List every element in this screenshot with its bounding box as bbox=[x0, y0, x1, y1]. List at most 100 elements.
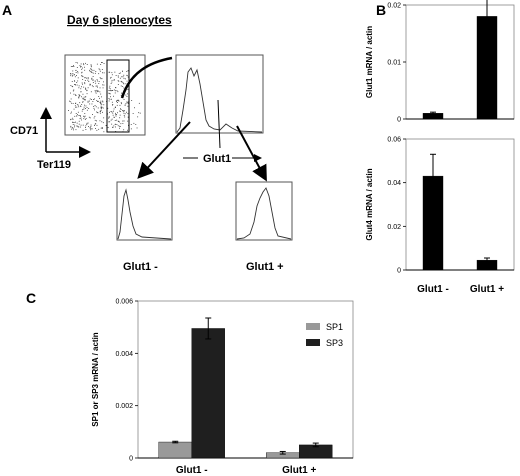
event-dot bbox=[117, 91, 119, 93]
event-dot bbox=[78, 106, 80, 108]
event-dot bbox=[80, 117, 82, 119]
glut4-chart-category-label: Glut1 - bbox=[417, 284, 449, 295]
event-dot bbox=[73, 93, 75, 95]
event-dot bbox=[94, 119, 96, 121]
event-dot bbox=[117, 102, 118, 103]
legend-label-sp1: SP1 bbox=[326, 322, 343, 332]
event-dot bbox=[111, 111, 113, 113]
event-dot bbox=[137, 116, 139, 118]
event-dot bbox=[126, 74, 128, 76]
event-dot bbox=[128, 124, 129, 126]
event-dot bbox=[70, 66, 72, 67]
event-dot bbox=[77, 71, 79, 72]
event-dot bbox=[89, 84, 91, 86]
sp-chart-tick-label: 0.006 bbox=[115, 299, 133, 306]
event-dot bbox=[84, 82, 86, 84]
event-dot bbox=[123, 77, 125, 79]
hist-divider bbox=[217, 99, 221, 149]
event-dot bbox=[96, 63, 98, 65]
event-dot bbox=[90, 64, 92, 66]
event-dot bbox=[72, 117, 74, 119]
event-dot bbox=[116, 124, 118, 125]
event-dot bbox=[70, 118, 72, 120]
event-dot bbox=[89, 69, 90, 71]
event-dot bbox=[123, 99, 125, 100]
event-dot bbox=[72, 128, 74, 129]
event-dot bbox=[94, 90, 96, 91]
event-dot bbox=[83, 106, 85, 108]
event-dot bbox=[89, 98, 91, 100]
event-dot bbox=[77, 72, 79, 74]
event-dot bbox=[90, 68, 91, 70]
event-dot bbox=[72, 74, 74, 76]
event-dot bbox=[91, 99, 92, 100]
event-dot bbox=[118, 121, 120, 123]
event-dot bbox=[115, 112, 116, 114]
event-dot bbox=[69, 100, 70, 102]
event-dot bbox=[97, 112, 98, 113]
event-dot bbox=[117, 120, 119, 122]
event-dot bbox=[74, 126, 75, 128]
sp-chart-category-label: Glut1 - bbox=[176, 465, 208, 476]
event-dot bbox=[123, 74, 125, 76]
event-dot bbox=[105, 125, 107, 126]
event-dot bbox=[100, 105, 102, 107]
event-dot bbox=[82, 83, 83, 85]
event-dot bbox=[98, 83, 100, 84]
event-dot bbox=[81, 71, 83, 73]
event-dot bbox=[124, 113, 126, 115]
event-dot bbox=[100, 127, 102, 129]
event-dot bbox=[80, 105, 81, 107]
event-dot bbox=[103, 72, 105, 74]
event-dot bbox=[102, 111, 103, 113]
event-dot bbox=[126, 111, 127, 113]
event-dot bbox=[120, 94, 122, 96]
event-dot bbox=[103, 104, 105, 106]
event-dot bbox=[125, 94, 127, 96]
event-dot bbox=[96, 124, 98, 126]
event-dot bbox=[78, 87, 80, 89]
event-dot bbox=[108, 90, 110, 91]
event-dot bbox=[115, 90, 116, 92]
event-dot bbox=[87, 78, 89, 80]
event-dot bbox=[115, 126, 116, 128]
event-dot bbox=[83, 64, 85, 66]
event-dot bbox=[115, 87, 116, 88]
sp-chart-bar-sp1-0 bbox=[158, 441, 192, 459]
event-dot bbox=[84, 69, 86, 71]
event-dot bbox=[75, 113, 77, 114]
legend-swatch-sp3 bbox=[306, 339, 320, 346]
event-dot bbox=[97, 100, 99, 102]
event-dot bbox=[124, 104, 126, 106]
event-dot bbox=[109, 90, 111, 91]
event-dot bbox=[103, 131, 105, 133]
event-dot bbox=[99, 97, 100, 99]
event-dot bbox=[111, 118, 113, 120]
event-dot bbox=[91, 128, 93, 130]
event-dot bbox=[130, 124, 132, 125]
event-dot bbox=[93, 99, 94, 100]
event-dot bbox=[86, 124, 88, 125]
event-dot bbox=[110, 90, 112, 92]
glut1-chart-tick-label: 0.02 bbox=[387, 3, 401, 10]
event-dot bbox=[99, 110, 101, 112]
event-dot bbox=[93, 117, 95, 119]
event-dot bbox=[122, 76, 124, 78]
event-dot bbox=[100, 64, 102, 65]
event-dot bbox=[116, 119, 118, 121]
event-dot bbox=[99, 111, 101, 113]
event-dot bbox=[139, 112, 141, 114]
sp-chart-tick-label: 0 bbox=[129, 456, 133, 463]
event-dot bbox=[75, 62, 77, 63]
event-dot bbox=[77, 114, 78, 116]
event-dot bbox=[91, 85, 93, 87]
event-dot bbox=[101, 69, 103, 70]
glut4-chart-ylabel: Glut4 mRNA / actin bbox=[365, 168, 374, 240]
event-dot bbox=[117, 125, 119, 127]
glut4-chart-tick-label: 0.04 bbox=[387, 180, 401, 187]
event-dot bbox=[99, 70, 101, 72]
event-dot bbox=[119, 77, 121, 79]
panel-c-letter: C bbox=[26, 290, 36, 306]
event-dot bbox=[119, 114, 121, 116]
event-dot bbox=[94, 80, 96, 82]
